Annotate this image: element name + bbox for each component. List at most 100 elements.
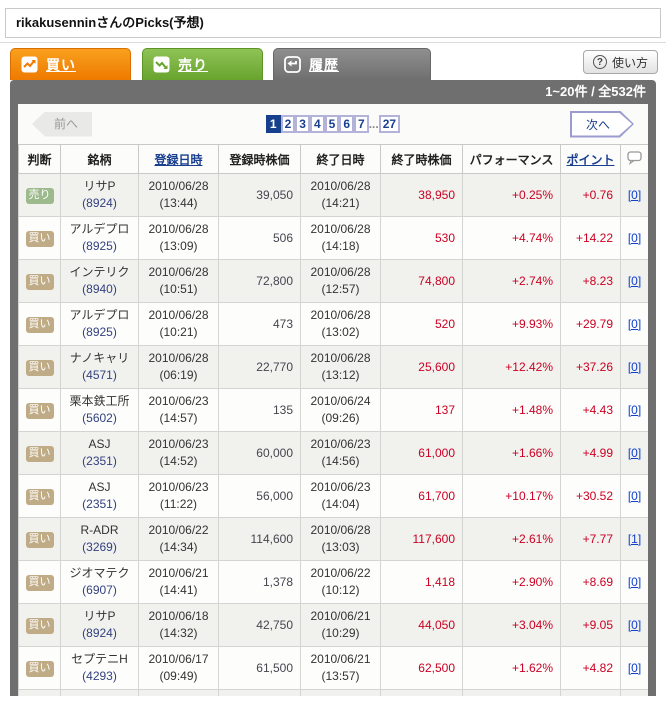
registered-date: 2010/06/23 [148, 394, 209, 408]
page-button-2[interactable]: 2 [280, 115, 296, 133]
table-row: 買い アルデプロ (8925) 2010/06/28 (10:21) 473 2010/06… [18, 302, 648, 346]
registered-date: 2010/06/17 [148, 652, 209, 666]
stock-code: (4293) [82, 669, 117, 683]
comment-count-link[interactable]: [0] [627, 617, 642, 632]
registered-price-cell: 22,770 [218, 345, 301, 389]
end-datetime-cell [300, 689, 381, 696]
tab-sell[interactable]: 売り [142, 48, 263, 80]
registered-time: (11:22) [159, 497, 198, 511]
judgment-badge-buy: 買い [25, 403, 54, 419]
comments-column-header [620, 144, 648, 174]
end-datetime-cell: 2010/06/23 (14:56) [300, 431, 381, 475]
results-frame: 1~20件 / 全532件 前へ 1 2 3 4 5 6 7... 27 次へ 判断 銘柄 登録日… [10, 80, 656, 696]
tab-history-label: 履歴 [309, 56, 339, 73]
end-date: 2010/06/24 [310, 394, 371, 408]
stock-code: (6907) [82, 583, 117, 597]
stock-cell: アルデプロ (8925) [60, 216, 139, 260]
end-time: (14:18) [321, 239, 360, 253]
stock-code: (2351) [82, 454, 117, 468]
tab-history[interactable]: 履歴 [273, 48, 431, 80]
table-row: 買い ジオマテク (6907) 2010/06/21 (14:41) 1,378 2010/… [18, 560, 648, 604]
help-button[interactable]: ? 使い方 [582, 50, 658, 74]
end-datetime-cell: 2010/06/23 (14:04) [300, 474, 381, 518]
comment-count-link[interactable]: [0] [627, 230, 642, 245]
stock-name: ナノキャリ [69, 351, 130, 365]
stock-name: ジオマテク [69, 566, 130, 580]
registered-price-cell [218, 689, 301, 696]
end-price-cell: 117,600 [380, 517, 463, 561]
performance-cell: +0.25% [462, 173, 561, 217]
stock-code: (4571) [82, 368, 117, 382]
registered-price-cell: 506 [218, 216, 301, 260]
stock-name: アルデプロ [69, 308, 130, 322]
judgment-badge-buy: 買い [25, 489, 54, 505]
performance-cell [462, 689, 561, 696]
registered-price-cell: 114,600 [218, 517, 301, 561]
performance-cell: +4.74% [462, 216, 561, 260]
judgment-badge-buy: 買い [25, 317, 54, 333]
page-button-5[interactable]: 5 [324, 115, 340, 133]
comment-count-link[interactable]: [0] [627, 316, 642, 331]
comment-count-link[interactable]: [0] [627, 660, 642, 675]
sort-link[interactable]: ポイント [566, 152, 615, 167]
column-header-ポイント[interactable]: ポイント [560, 144, 621, 174]
next-page-button[interactable]: 次へ [570, 111, 634, 138]
points-cell: +4.99 [560, 431, 621, 475]
column-header-登録時株価: 登録時株価 [218, 144, 301, 174]
comment-count-link[interactable]: [0] [627, 187, 642, 202]
column-header-登録日時[interactable]: 登録日時 [138, 144, 219, 174]
page-button-6[interactable]: 6 [339, 115, 355, 133]
prev-page-button[interactable]: 前へ [32, 111, 92, 137]
comment-count-link[interactable]: [0] [627, 359, 642, 374]
judgment-badge-buy: 買い [25, 532, 54, 548]
page-button-27[interactable]: 27 [378, 115, 401, 133]
stock-cell: ASJ (2351) [60, 431, 139, 475]
registered-time: (14:52) [159, 454, 198, 468]
comments-cell: [0] [620, 431, 648, 475]
end-price-cell: 137 [380, 388, 463, 432]
table-row: 買い 栗本鉄工所 (5602) 2010/06/23 (14:57) 135 2010/06… [18, 388, 648, 432]
page-button-7[interactable]: 7 [354, 115, 369, 133]
judgment-badge-buy: 買い [25, 274, 54, 290]
judgment-cell: 買い [18, 345, 61, 389]
tab-sell-label: 売り [178, 56, 208, 73]
page-button-3[interactable]: 3 [295, 115, 310, 133]
registered-price-cell: 135 [218, 388, 301, 432]
registered-datetime-cell: 2010/06/28 (10:51) [138, 259, 219, 303]
comment-count-link[interactable]: [1] [627, 531, 642, 546]
end-price-cell: 61,700 [380, 474, 463, 518]
table-header-row: 判断 銘柄 登録日時 登録時株価 終了日時 終了時株価 パフォーマンス ポイント [18, 144, 648, 174]
comment-count-link[interactable]: [0] [627, 488, 642, 503]
tab-buy[interactable]: 買い [10, 48, 131, 80]
registered-date: 2010/06/28 [148, 179, 209, 193]
end-price-cell: 74,800 [380, 259, 463, 303]
page-button-4[interactable]: 4 [309, 115, 325, 133]
stock-cell: ジオマテク (6907) [60, 560, 139, 604]
result-count: 1~20件 / 全532件 [545, 84, 646, 99]
stock-name: ASJ [88, 437, 111, 451]
judgment-cell: 買い [18, 517, 61, 561]
end-time: (13:03) [321, 540, 360, 554]
end-time: (14:21) [321, 196, 360, 210]
end-price-cell: 1,418 [380, 560, 463, 604]
end-datetime-cell: 2010/06/28 (14:21) [300, 173, 381, 217]
end-date: 2010/06/28 [310, 308, 371, 322]
performance-cell: +2.74% [462, 259, 561, 303]
comment-count-link[interactable]: [0] [627, 445, 642, 460]
comment-count-link[interactable]: [0] [627, 273, 642, 288]
performance-cell: +9.93% [462, 302, 561, 346]
stock-cell [60, 689, 139, 696]
stock-cell: アルデプロ (8925) [60, 302, 139, 346]
header-divider [0, 42, 666, 43]
page-button-1[interactable]: 1 [265, 115, 281, 133]
end-price-cell: 62,500 [380, 646, 463, 690]
end-price-cell: 44,050 [380, 603, 463, 647]
table-row: 買い アルデプロ (8925) 2010/06/28 (13:09) 506 2010/06… [18, 216, 648, 260]
comment-count-link[interactable]: [0] [627, 402, 642, 417]
registered-time: (14:32) [159, 626, 198, 640]
stock-code: (8925) [82, 325, 117, 339]
judgment-cell: 買い [18, 603, 61, 647]
stock-cell: セプテニH (4293) [60, 646, 139, 690]
comment-count-link[interactable]: [0] [627, 574, 642, 589]
sort-link[interactable]: 登録日時 [154, 152, 203, 167]
